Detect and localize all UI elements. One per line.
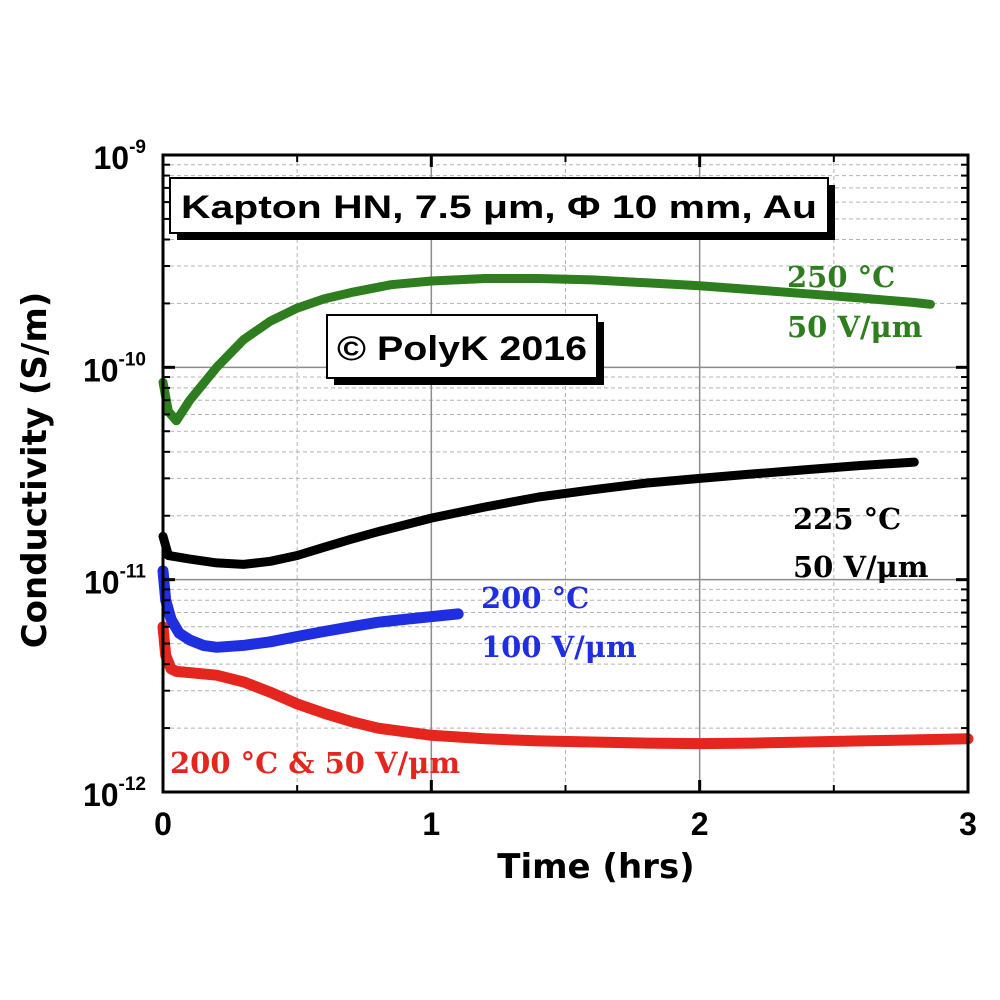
series-label: 200 °C & 50 V/μm (170, 746, 460, 780)
series-line (157, 565, 464, 653)
series-label: 100 V/μm (481, 630, 637, 664)
y-tick-label: 10-11 (84, 562, 146, 601)
sample-info-text: Kapton HN, 7.5 μm, Φ 10 mm, Au (181, 189, 817, 225)
series-label: 50 V/μm (787, 310, 923, 344)
x-tick-label: 3 (959, 806, 977, 842)
tick-labels: 0 1 2 3 10-12 10-11 10-10 10-9 (83, 137, 977, 842)
x-tick-label: 1 (422, 806, 440, 842)
y-tick-label: 10-9 (94, 137, 147, 176)
series-line (158, 274, 935, 426)
series-label: 250 °C (787, 260, 895, 294)
series-line (158, 457, 919, 569)
copyright-text: © PolyK 2016 (337, 330, 587, 368)
x-tick-label: 2 (691, 806, 709, 842)
series-label: 200 °C (481, 581, 589, 615)
y-tick-label: 10-10 (83, 349, 146, 388)
series-line (157, 621, 974, 750)
series-layer (157, 274, 974, 750)
x-axis-title: Time (hrs) (497, 847, 694, 887)
series-labels: 250 °C 50 V/μm 225 °C 50 V/μm 200 °C 100 V/μm… (170, 260, 929, 780)
copyright-box: © PolyK 2016 (326, 314, 604, 385)
series-label: 50 V/μm (793, 550, 929, 584)
series-label: 225 °C (793, 502, 901, 536)
axis-ticks (161, 153, 970, 794)
y-axis-title: Conductivity (S/m) (15, 292, 55, 649)
sample-info-box: Kapton HN, 7.5 μm, Φ 10 mm, Au (169, 177, 835, 240)
y-tick-label: 10-12 (83, 774, 146, 813)
x-tick-label: 0 (154, 806, 172, 842)
